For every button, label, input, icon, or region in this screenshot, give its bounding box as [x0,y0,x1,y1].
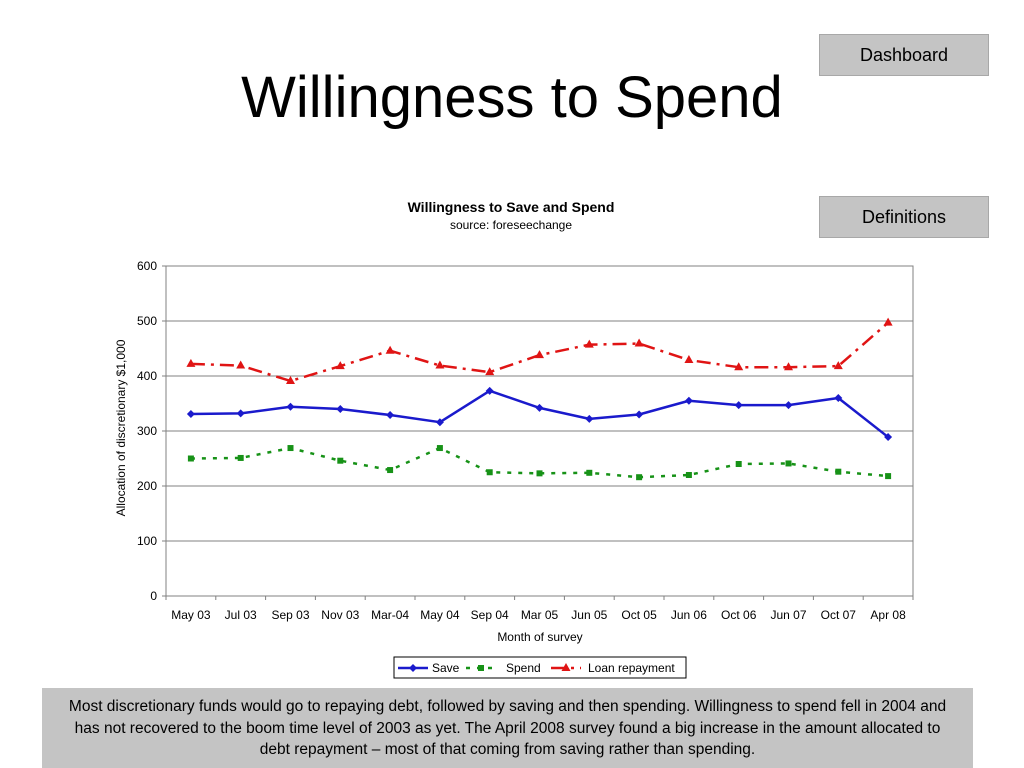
definitions-button[interactable]: Definitions [819,196,989,238]
data-point-save [585,414,594,423]
x-tick-label: Jul 03 [225,608,257,622]
data-point-save [286,402,295,411]
dashboard-button[interactable]: Dashboard [819,34,989,76]
data-point-save [336,405,345,413]
y-tick-label: 500 [137,314,157,328]
data-point-save [535,403,544,412]
legend-marker-loan-repayment [561,663,571,671]
x-tick-label: Oct 05 [621,608,657,622]
data-point-save [435,418,444,427]
chart-legend: Save Spend Loan repayment [393,656,687,679]
x-tick-label: Sep 04 [471,608,509,622]
data-point-save [386,411,395,420]
data-point-spend [536,470,543,477]
y-axis-ticks: 0 100 200 300 400 500 600 [137,259,166,603]
data-point-loan-repayment [784,362,793,371]
y-tick-label: 300 [137,424,157,438]
data-point-save [186,409,195,418]
chart-subtitle: source: foreseechange [450,218,572,232]
data-point-spend [187,455,194,462]
legend-label-save: Save [432,661,460,675]
caption-text: Most discretionary funds would go to rep… [42,688,973,768]
data-point-spend [387,467,394,474]
y-tick-label: 0 [150,589,157,603]
data-point-loan-repayment [335,361,345,370]
data-point-save [684,396,693,405]
data-point-save [734,401,743,410]
data-point-spend [835,468,842,475]
data-point-loan-repayment [385,345,395,354]
data-point-spend [735,461,742,467]
x-tick-label: Sep 03 [271,608,309,622]
data-point-loan-repayment [435,360,445,369]
data-point-spend [337,457,344,464]
data-point-spend [636,474,643,481]
x-axis-ticks: May 03 Jul 03 Sep 03 Nov 03 Mar-04 May 04 Sep … [165,596,914,622]
data-point-spend [436,445,443,452]
x-tick-label: Nov 03 [321,608,359,622]
legend-label-loan-repayment: Loan repayment [588,661,675,675]
data-point-save [784,401,793,410]
x-tick-label: May 04 [420,608,460,622]
data-point-loan-repayment [584,339,594,348]
data-point-loan-repayment [186,358,196,367]
chart-title: Willingness to Save and Spend [408,199,615,215]
data-point-loan-repayment [286,375,295,384]
x-tick-label: Mar-04 [371,608,409,622]
x-tick-label: Mar 05 [521,608,559,622]
data-point-save [485,386,494,395]
data-point-spend [685,472,692,478]
willingness-chart: Willingness to Save and Spend source: fo… [114,199,914,679]
x-tick-label: Oct 07 [821,608,857,622]
data-point-loan-repayment [833,361,843,370]
x-tick-label: Apr 08 [870,608,906,622]
y-axis-label: Allocation of discretionary $1,000 [114,339,128,516]
y-tick-label: 100 [137,534,157,548]
data-point-spend [785,460,792,467]
data-point-loan-repayment [236,360,246,369]
legend-label-spend: Spend [506,661,541,675]
x-tick-label: Jun 05 [571,608,607,622]
data-point-loan-repayment [734,362,744,371]
data-point-loan-repayment [883,317,893,326]
data-point-loan-repayment [485,367,495,376]
data-point-spend [237,454,244,461]
data-point-save [236,409,245,418]
legend-marker-save [409,664,417,672]
x-tick-label: May 03 [171,608,211,622]
data-point-save [884,433,893,442]
x-tick-label: Oct 06 [721,608,757,622]
y-tick-label: 200 [137,479,157,493]
y-tick-label: 400 [137,369,157,383]
x-tick-label: Jun 07 [770,608,806,622]
slide-title: Willingness to Spend [241,65,783,130]
data-point-spend [885,473,892,480]
data-point-spend [486,469,493,476]
series-layer [186,317,893,481]
data-point-save [834,394,843,402]
y-tick-label: 600 [137,259,157,273]
data-point-save [635,410,644,419]
x-axis-label: Month of survey [497,630,582,644]
data-point-loan-repayment [684,355,694,364]
legend-box [393,656,687,679]
data-point-loan-repayment [634,338,644,347]
data-point-loan-repayment [535,350,544,359]
data-point-spend [287,445,294,452]
series-line-spend [190,446,889,479]
legend-marker-spend [478,665,484,671]
x-tick-label: Jun 06 [671,608,707,622]
data-point-spend [586,469,593,476]
